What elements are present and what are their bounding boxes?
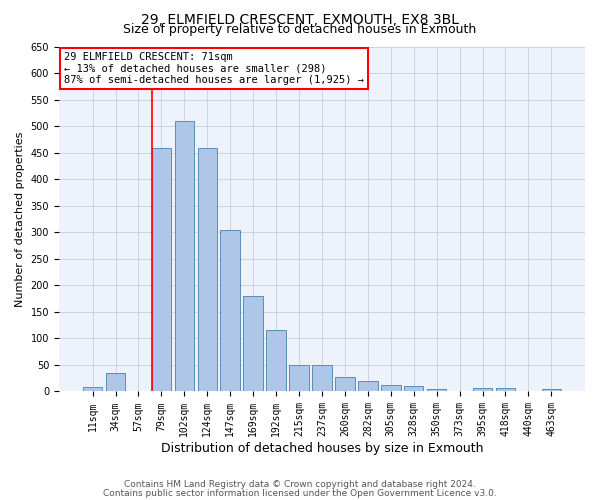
Bar [83,387,103,392]
Bar [404,386,424,392]
Bar [266,330,286,392]
Bar [358,381,377,392]
Y-axis label: Number of detached properties: Number of detached properties [15,132,25,306]
Bar [244,296,263,392]
X-axis label: Distribution of detached houses by size in Exmouth: Distribution of detached houses by size … [161,442,483,455]
Text: Contains HM Land Registry data © Crown copyright and database right 2024.: Contains HM Land Registry data © Crown c… [124,480,476,489]
Bar [220,230,240,392]
Bar [542,389,561,392]
Text: Contains public sector information licensed under the Open Government Licence v3: Contains public sector information licen… [103,488,497,498]
Text: 29, ELMFIELD CRESCENT, EXMOUTH, EX8 3BL: 29, ELMFIELD CRESCENT, EXMOUTH, EX8 3BL [141,12,459,26]
Bar [152,148,171,392]
Bar [335,377,355,392]
Text: 29 ELMFIELD CRESCENT: 71sqm
← 13% of detached houses are smaller (298)
87% of se: 29 ELMFIELD CRESCENT: 71sqm ← 13% of det… [64,52,364,85]
Bar [106,373,125,392]
Text: Size of property relative to detached houses in Exmouth: Size of property relative to detached ho… [124,22,476,36]
Bar [473,388,492,392]
Bar [289,365,309,392]
Bar [175,121,194,392]
Bar [496,388,515,392]
Bar [312,365,332,392]
Bar [427,389,446,392]
Bar [381,384,401,392]
Bar [197,148,217,392]
